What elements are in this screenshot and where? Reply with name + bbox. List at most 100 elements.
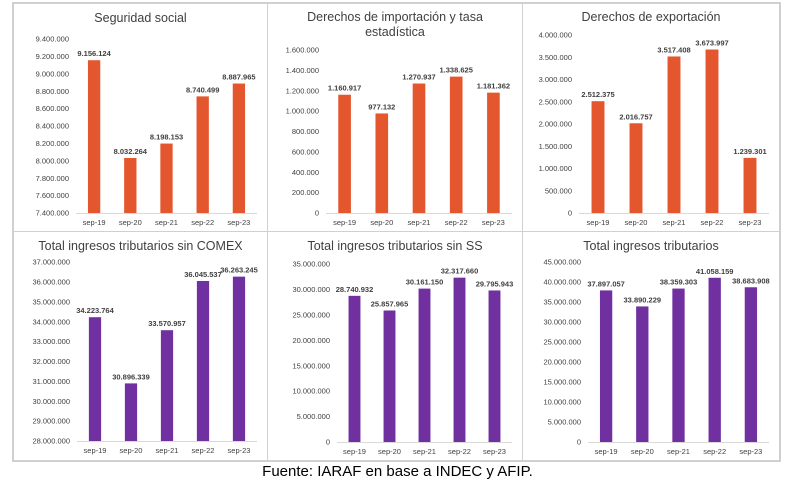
x-tick-label: sep-23 <box>228 446 251 455</box>
data-label: 38.359.303 <box>660 278 698 287</box>
y-tick-label: 40.000.000 <box>543 278 581 287</box>
chart-panel-total-sin-comex: Total ingresos tributarios sin COMEX 28.0… <box>13 231 268 461</box>
data-label: 34.223.764 <box>76 306 114 315</box>
data-label: 36.045.537 <box>184 270 222 279</box>
y-tick-label: 29.000.000 <box>32 417 70 426</box>
y-tick-label: 10.000.000 <box>543 398 581 407</box>
x-tick-label: sep-19 <box>343 447 366 456</box>
y-tick-label: 3.000.000 <box>539 75 572 84</box>
bar-sep-20 <box>124 157 137 213</box>
bar-chart-svg: Derechos de importación y tasaestadístic… <box>286 10 512 227</box>
x-tick-label: sep-21 <box>413 447 436 456</box>
data-label: 8.032.264 <box>114 147 148 156</box>
y-tick-label: 15.000.000 <box>543 378 581 387</box>
y-tick-label: 2.000.000 <box>539 120 572 129</box>
bar-sep-23 <box>488 290 501 442</box>
chart-panel-total-ingresos: Total ingresos tributarios 0 5.000.000 10.0… <box>522 231 780 461</box>
x-tick-label: sep-19 <box>595 447 618 456</box>
x-tick-label: sep-23 <box>739 447 762 456</box>
data-label: 41.058.159 <box>696 267 734 276</box>
data-label: 30.896.339 <box>112 372 150 381</box>
x-tick-label: sep-22 <box>191 218 214 227</box>
data-label: 977.132 <box>368 102 395 111</box>
y-tick-label: 30.000.000 <box>543 318 581 327</box>
x-tick-label: sep-20 <box>378 447 401 456</box>
bar-chart-svg: Derechos de exportación 0 500.000 1.000.000… <box>539 10 769 227</box>
bar-chart-svg: Seguridad social 7.400.000 7.600.000 7.800.… <box>36 11 257 227</box>
bar-sep-20 <box>124 383 138 441</box>
y-tick-label: 36.000.000 <box>32 277 70 286</box>
data-label: 1.181.362 <box>477 82 510 91</box>
y-tick-label: 9.400.000 <box>36 35 69 44</box>
bar-sep-21 <box>667 56 681 214</box>
y-tick-label: 30.000.000 <box>292 285 330 294</box>
bar-sep-21 <box>160 143 173 213</box>
x-tick-label: sep-23 <box>227 218 250 227</box>
x-tick-label: sep-21 <box>156 446 179 455</box>
x-tick-label: sep-20 <box>631 447 654 456</box>
y-tick-label: 35.000.000 <box>543 298 581 307</box>
y-tick-label: 25.000.000 <box>292 310 330 319</box>
y-tick-label: 45.000.000 <box>543 258 581 267</box>
chart-panel-total-sin-ss: Total ingresos tributarios sin SS 0 5.000.… <box>267 231 523 461</box>
y-tick-label: 34.000.000 <box>32 317 70 326</box>
bar-sep-23 <box>743 157 757 213</box>
data-label: 33.890.229 <box>624 295 662 304</box>
bar-sep-21 <box>160 330 174 441</box>
chart-grid: Seguridad social 7.400.000 7.600.000 7.800.… <box>12 2 781 462</box>
chart-title: Derechos de importación y tasa <box>307 10 483 24</box>
y-tick-label: 5.000.000 <box>548 418 581 427</box>
y-tick-label: 15.000.000 <box>292 361 330 370</box>
y-tick-label: 1.500.000 <box>539 142 572 151</box>
y-tick-label: 7.600.000 <box>36 191 69 200</box>
bar-sep-19 <box>599 290 613 442</box>
bar-sep-22 <box>196 280 210 441</box>
bar-sep-21 <box>672 288 685 442</box>
y-tick-label: 8.000.000 <box>36 156 69 165</box>
chart-title: Seguridad social <box>94 11 186 25</box>
x-tick-label: sep-22 <box>703 447 726 456</box>
y-tick-label: 25.000.000 <box>543 338 581 347</box>
y-tick-label: 20.000.000 <box>292 336 330 345</box>
chart-panel-seguridad-social: Seguridad social 7.400.000 7.600.000 7.800.… <box>13 3 268 232</box>
y-tick-label: 20.000.000 <box>543 358 581 367</box>
y-tick-label: 1.000.000 <box>286 107 319 116</box>
y-tick-label: 9.000.000 <box>36 69 69 78</box>
data-label: 32.317.660 <box>441 267 479 276</box>
y-tick-label: 30.000.000 <box>32 397 70 406</box>
y-tick-label: 28.000.000 <box>32 437 70 446</box>
y-tick-label: 4.000.000 <box>539 31 572 40</box>
chart-title: estadística <box>365 25 425 39</box>
data-label: 25.857.965 <box>371 299 409 308</box>
y-tick-label: 0 <box>315 209 319 218</box>
data-label: 28.740.932 <box>336 285 374 294</box>
bar-sep-22 <box>705 49 719 213</box>
bar-chart-svg: Total ingresos tributarios 0 5.000.000 10.0… <box>543 239 769 456</box>
data-label: 1.338.625 <box>440 66 473 75</box>
x-tick-label: sep-22 <box>448 447 471 456</box>
data-label: 36.263.245 <box>220 266 258 275</box>
bar-sep-19 <box>338 94 351 213</box>
y-tick-label: 8.200.000 <box>36 139 69 148</box>
x-tick-label: sep-23 <box>482 218 505 227</box>
x-tick-label: sep-20 <box>119 218 142 227</box>
y-tick-label: 3.500.000 <box>539 53 572 62</box>
y-tick-label: 400.000 <box>292 168 319 177</box>
bar-sep-23 <box>232 276 246 441</box>
bar-sep-19 <box>88 317 102 441</box>
data-label: 8.887.965 <box>222 73 255 82</box>
x-tick-label: sep-20 <box>625 218 648 227</box>
bar-sep-19 <box>591 101 605 213</box>
chart-title: Total ingresos tributarios sin COMEX <box>38 239 243 253</box>
x-tick-label: sep-19 <box>333 218 356 227</box>
bar-chart-svg: Total ingresos tributarios sin COMEX 28.0… <box>32 239 258 455</box>
y-tick-label: 800.000 <box>292 127 319 136</box>
bar-sep-21 <box>412 83 426 214</box>
y-tick-label: 1.600.000 <box>286 46 319 55</box>
y-tick-label: 7.800.000 <box>36 174 69 183</box>
data-label: 3.517.408 <box>657 45 690 54</box>
x-tick-label: sep-21 <box>663 218 686 227</box>
y-tick-label: 2.500.000 <box>539 97 572 106</box>
data-label: 8.740.499 <box>186 85 219 94</box>
chart-title: Derechos de exportación <box>582 10 721 24</box>
